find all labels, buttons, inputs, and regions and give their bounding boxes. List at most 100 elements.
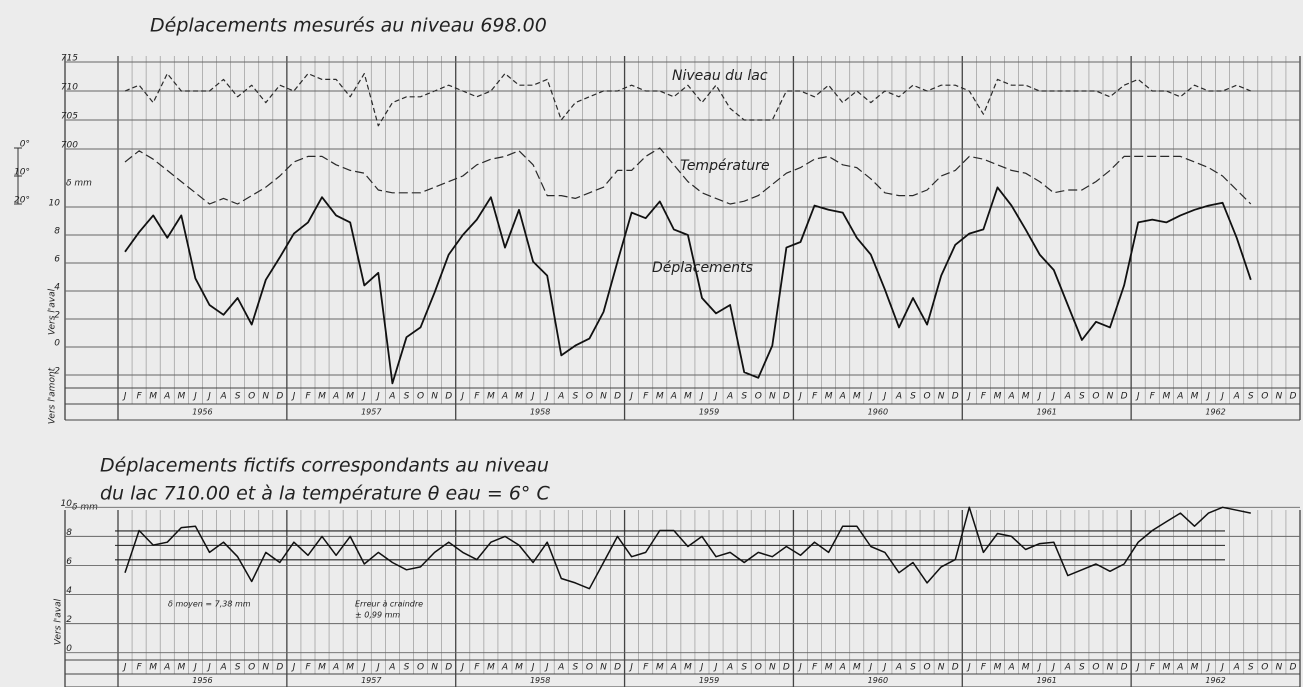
year-label: 1960	[868, 408, 888, 417]
x-tick-label: S	[572, 663, 578, 673]
x-tick-label: O	[1261, 663, 1268, 673]
x-tick-label: D	[1121, 663, 1128, 673]
x-tick-label: J	[375, 663, 380, 673]
year-label: 1959	[699, 676, 719, 685]
x-tick-label: A	[332, 392, 339, 402]
y-tick-label: 20°	[14, 196, 30, 206]
x-tick-label: J	[206, 663, 211, 673]
x-tick-label: S	[910, 663, 916, 673]
year-label: 1958	[530, 408, 550, 417]
x-tick-label: O	[248, 663, 255, 673]
x-tick-label: M	[853, 663, 861, 673]
x-tick-label: S	[1079, 392, 1085, 402]
x-tick-label: J	[291, 663, 296, 673]
year-label: 1956	[192, 408, 212, 417]
side-label: Vers l'amont	[48, 367, 58, 424]
x-tick-label: F	[812, 392, 818, 402]
x-tick-label: J	[459, 663, 464, 673]
x-tick-label: A	[332, 663, 339, 673]
x-tick-label: A	[726, 663, 733, 673]
x-tick-label: M	[1191, 663, 1199, 673]
x-tick-label: D	[614, 663, 621, 673]
data-line	[124, 506, 1251, 590]
x-tick-label: J	[1050, 392, 1055, 402]
x-tick-label: D	[952, 392, 959, 402]
x-tick-label: M	[177, 663, 185, 673]
y-tick-label: 10	[61, 499, 73, 509]
x-tick-label: M	[515, 663, 523, 673]
x-tick-label: F	[643, 392, 649, 402]
x-tick-label: D	[276, 392, 283, 402]
x-tick-label: A	[670, 663, 677, 673]
x-tick-label: J	[291, 392, 296, 402]
x-tick-label: D	[783, 392, 790, 402]
x-tick-label: S	[1248, 392, 1254, 402]
x-tick-label: D	[276, 663, 283, 673]
side-label: Vers l'aval	[48, 288, 58, 335]
x-tick-label: M	[853, 392, 861, 402]
x-tick-label: O	[417, 663, 424, 673]
year-label: 1957	[361, 676, 382, 685]
year-label: 1959	[699, 408, 719, 417]
x-tick-label: A	[1233, 663, 1240, 673]
x-tick-label: A	[388, 663, 395, 673]
x-tick-label: J	[122, 392, 127, 402]
x-tick-label: J	[361, 392, 366, 402]
x-tick-label: O	[755, 392, 762, 402]
x-tick-label: J	[544, 663, 549, 673]
x-tick-label: F	[1150, 392, 1156, 402]
x-tick-label: D	[952, 663, 959, 673]
y-tick-label: 705	[61, 112, 78, 122]
y-tick-label: 0	[54, 339, 60, 349]
x-tick-label: N	[431, 663, 438, 673]
x-tick-label: A	[895, 392, 902, 402]
x-tick-label: S	[572, 392, 578, 402]
x-tick-label: A	[1233, 392, 1240, 402]
x-tick-label: M	[825, 392, 833, 402]
x-tick-label: M	[487, 392, 495, 402]
x-tick-label: J	[1205, 663, 1210, 673]
data-line	[124, 147, 1252, 205]
x-tick-label: D	[1289, 663, 1296, 673]
x-tick-label: M	[656, 392, 664, 402]
y-tick-label: 8	[66, 528, 72, 538]
x-tick-label: N	[262, 663, 269, 673]
x-tick-label: F	[643, 663, 649, 673]
x-tick-label: J	[1050, 663, 1055, 673]
x-tick-label: J	[459, 392, 464, 402]
x-tick-label: A	[1007, 392, 1014, 402]
x-tick-label: N	[431, 392, 438, 402]
x-tick-label: A	[163, 392, 170, 402]
x-tick-label: N	[938, 663, 945, 673]
x-tick-label: M	[149, 392, 157, 402]
x-tick-label: A	[1007, 663, 1014, 673]
year-label: 1957	[361, 408, 382, 417]
x-tick-label: A	[219, 392, 226, 402]
series-label: Température	[680, 158, 770, 174]
x-tick-label: F	[1150, 663, 1156, 673]
y-tick-label: 715	[61, 54, 78, 64]
x-tick-label: F	[137, 663, 143, 673]
x-tick-label: J	[699, 392, 704, 402]
x-tick-label: M	[318, 663, 326, 673]
x-tick-label: A	[388, 392, 395, 402]
x-tick-label: J	[1135, 663, 1140, 673]
x-tick-label: N	[769, 392, 776, 402]
x-tick-label: A	[501, 392, 508, 402]
x-tick-label: D	[445, 663, 452, 673]
x-tick-label: A	[557, 392, 564, 402]
x-tick-label: M	[1162, 392, 1170, 402]
x-tick-label: A	[1176, 663, 1183, 673]
x-tick-label: A	[219, 663, 226, 673]
x-tick-label: A	[557, 663, 564, 673]
x-tick-label: M	[684, 392, 692, 402]
x-tick-label: O	[1092, 663, 1099, 673]
x-tick-label: A	[839, 392, 846, 402]
x-tick-label: O	[248, 392, 255, 402]
x-tick-label: O	[1092, 392, 1099, 402]
x-tick-label: J	[361, 663, 366, 673]
x-tick-label: M	[994, 392, 1002, 402]
x-tick-label: J	[206, 392, 211, 402]
